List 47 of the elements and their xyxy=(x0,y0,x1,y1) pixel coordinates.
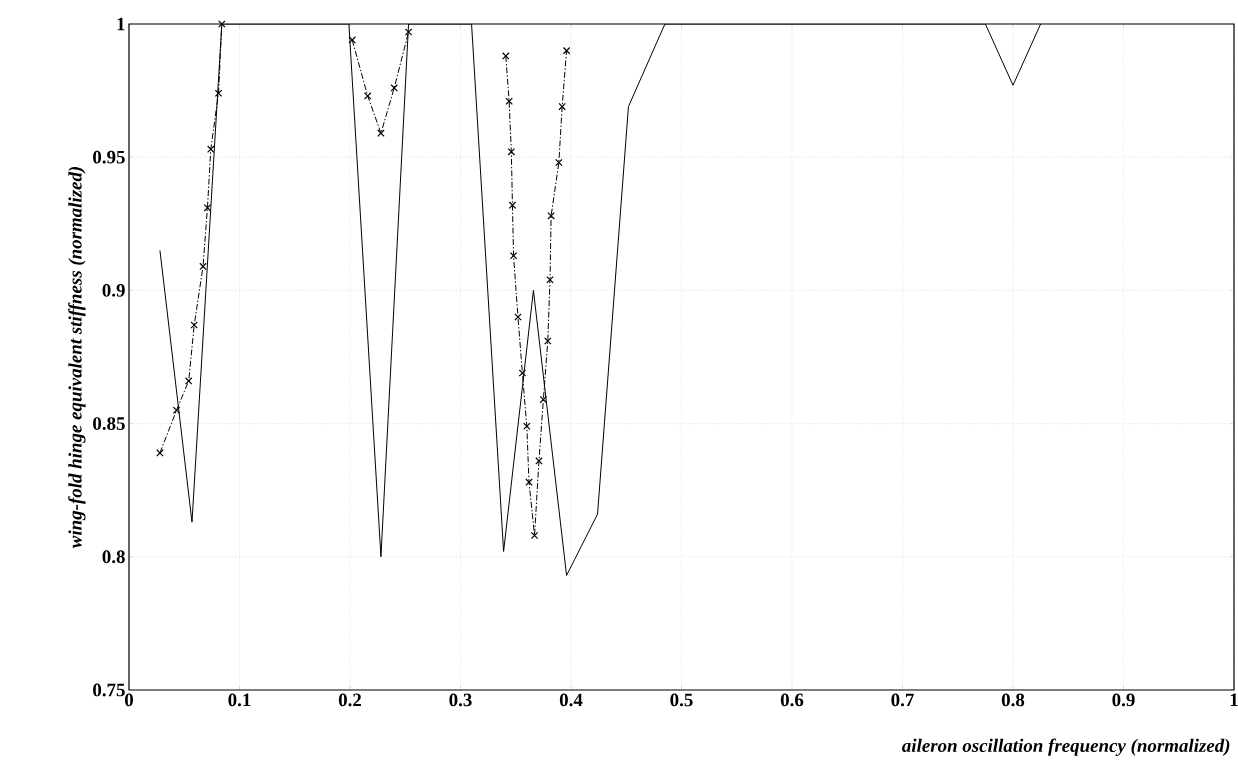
y-tick-label: 0.8 xyxy=(102,550,125,564)
point xyxy=(199,262,207,271)
x-tick-label: 0.5 xyxy=(670,693,693,707)
y-tick-label: 0.85 xyxy=(93,417,125,431)
point xyxy=(190,321,198,329)
point xyxy=(562,46,571,55)
x-tick-label: 0 xyxy=(125,693,134,707)
point xyxy=(525,478,533,486)
y-tick-label: 0.9 xyxy=(102,283,125,297)
point xyxy=(377,129,385,137)
x-tick-label: 0.7 xyxy=(891,693,914,707)
x-axis-title: aileron oscillation frequency (normalized) xyxy=(902,738,1230,756)
point xyxy=(539,395,548,404)
x-tick-label: 0.2 xyxy=(338,693,362,707)
point xyxy=(518,369,527,377)
point xyxy=(214,89,223,98)
x-tick-label: 0.1 xyxy=(228,693,251,707)
point xyxy=(530,531,539,540)
point xyxy=(404,28,413,36)
y-tick-label: 0.95 xyxy=(93,150,125,164)
point xyxy=(184,377,193,385)
point xyxy=(203,204,212,212)
point xyxy=(363,92,372,100)
point xyxy=(507,148,516,156)
y-tick-label: 1 xyxy=(117,17,125,31)
point xyxy=(172,406,181,415)
point xyxy=(502,52,510,60)
x-tick-label: 0.6 xyxy=(780,693,804,707)
point xyxy=(558,102,566,111)
point xyxy=(509,251,518,260)
x-tick-label: 0.3 xyxy=(449,693,472,707)
point xyxy=(546,275,554,284)
point xyxy=(555,158,563,167)
point xyxy=(348,36,356,44)
point xyxy=(544,337,552,345)
x-tick-label: 0.9 xyxy=(1112,693,1135,707)
y-tick-label: 0.75 xyxy=(93,683,125,697)
point xyxy=(218,20,226,28)
point xyxy=(505,97,513,106)
x-tick-label: 1 xyxy=(1230,693,1238,706)
x-tick-label: 0.8 xyxy=(1001,693,1025,707)
point xyxy=(535,457,543,465)
point xyxy=(390,84,398,92)
x-tick-label: 0.4 xyxy=(559,693,583,707)
point xyxy=(547,212,555,220)
y-axis-title: wing-fold hinge equivalent stiffness (normalized) xyxy=(68,166,86,549)
point xyxy=(508,201,517,209)
